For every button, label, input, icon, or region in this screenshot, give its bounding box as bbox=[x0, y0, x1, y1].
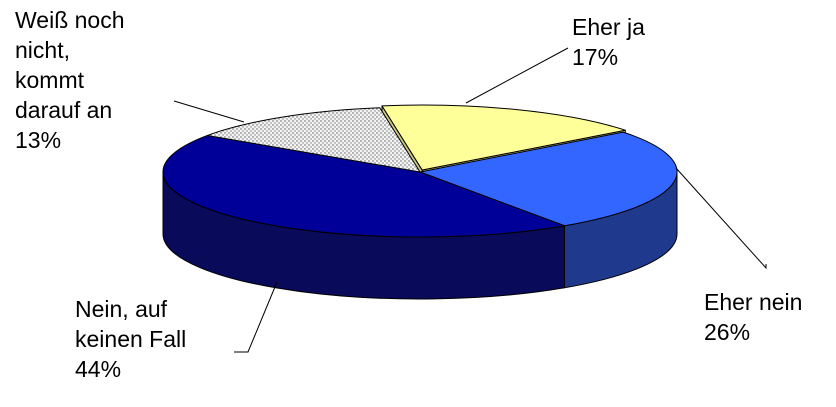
slice-label-2: Nein, auf keinen Fall 44% bbox=[75, 296, 186, 382]
slice-value-label: 13% bbox=[15, 127, 61, 153]
slice-label-text: kommt bbox=[15, 67, 85, 93]
slice-label-3: Weiß noch nicht, kommt darauf an 13% bbox=[15, 7, 125, 153]
slice-value-label: 26% bbox=[704, 319, 750, 345]
slice-label-text: Nein, auf bbox=[75, 296, 168, 322]
slice-label-text: Eher nein bbox=[704, 289, 802, 315]
pie-top-layer bbox=[162, 104, 678, 238]
leader-line-2 bbox=[234, 281, 278, 353]
leader-line-1 bbox=[675, 167, 767, 270]
slice-label-1: Eher nein 26% bbox=[704, 289, 802, 345]
slice-label-text: Weiß noch bbox=[15, 7, 125, 33]
labels-layer: Eher ja 17% Eher nein 26% Nein, auf keinen Fa… bbox=[15, 7, 802, 382]
pie-slice-0 bbox=[381, 104, 626, 171]
slice-label-0: Eher ja 17% bbox=[572, 14, 645, 70]
slice-value-label: 17% bbox=[572, 44, 618, 70]
slice-label-text: nicht, bbox=[15, 37, 70, 63]
slice-label-text: keinen Fall bbox=[75, 326, 186, 352]
pie-slice-3 bbox=[206, 107, 421, 173]
leader-line-0 bbox=[465, 47, 569, 104]
pie-slice-1 bbox=[419, 131, 678, 227]
leader-line-3 bbox=[173, 100, 245, 123]
pie-slice-2 bbox=[162, 134, 565, 238]
slice-label-text: Eher ja bbox=[572, 14, 645, 40]
slice-label-text: darauf an bbox=[15, 97, 112, 123]
slice-value-label: 44% bbox=[75, 356, 121, 382]
leader-lines-layer bbox=[173, 47, 767, 353]
